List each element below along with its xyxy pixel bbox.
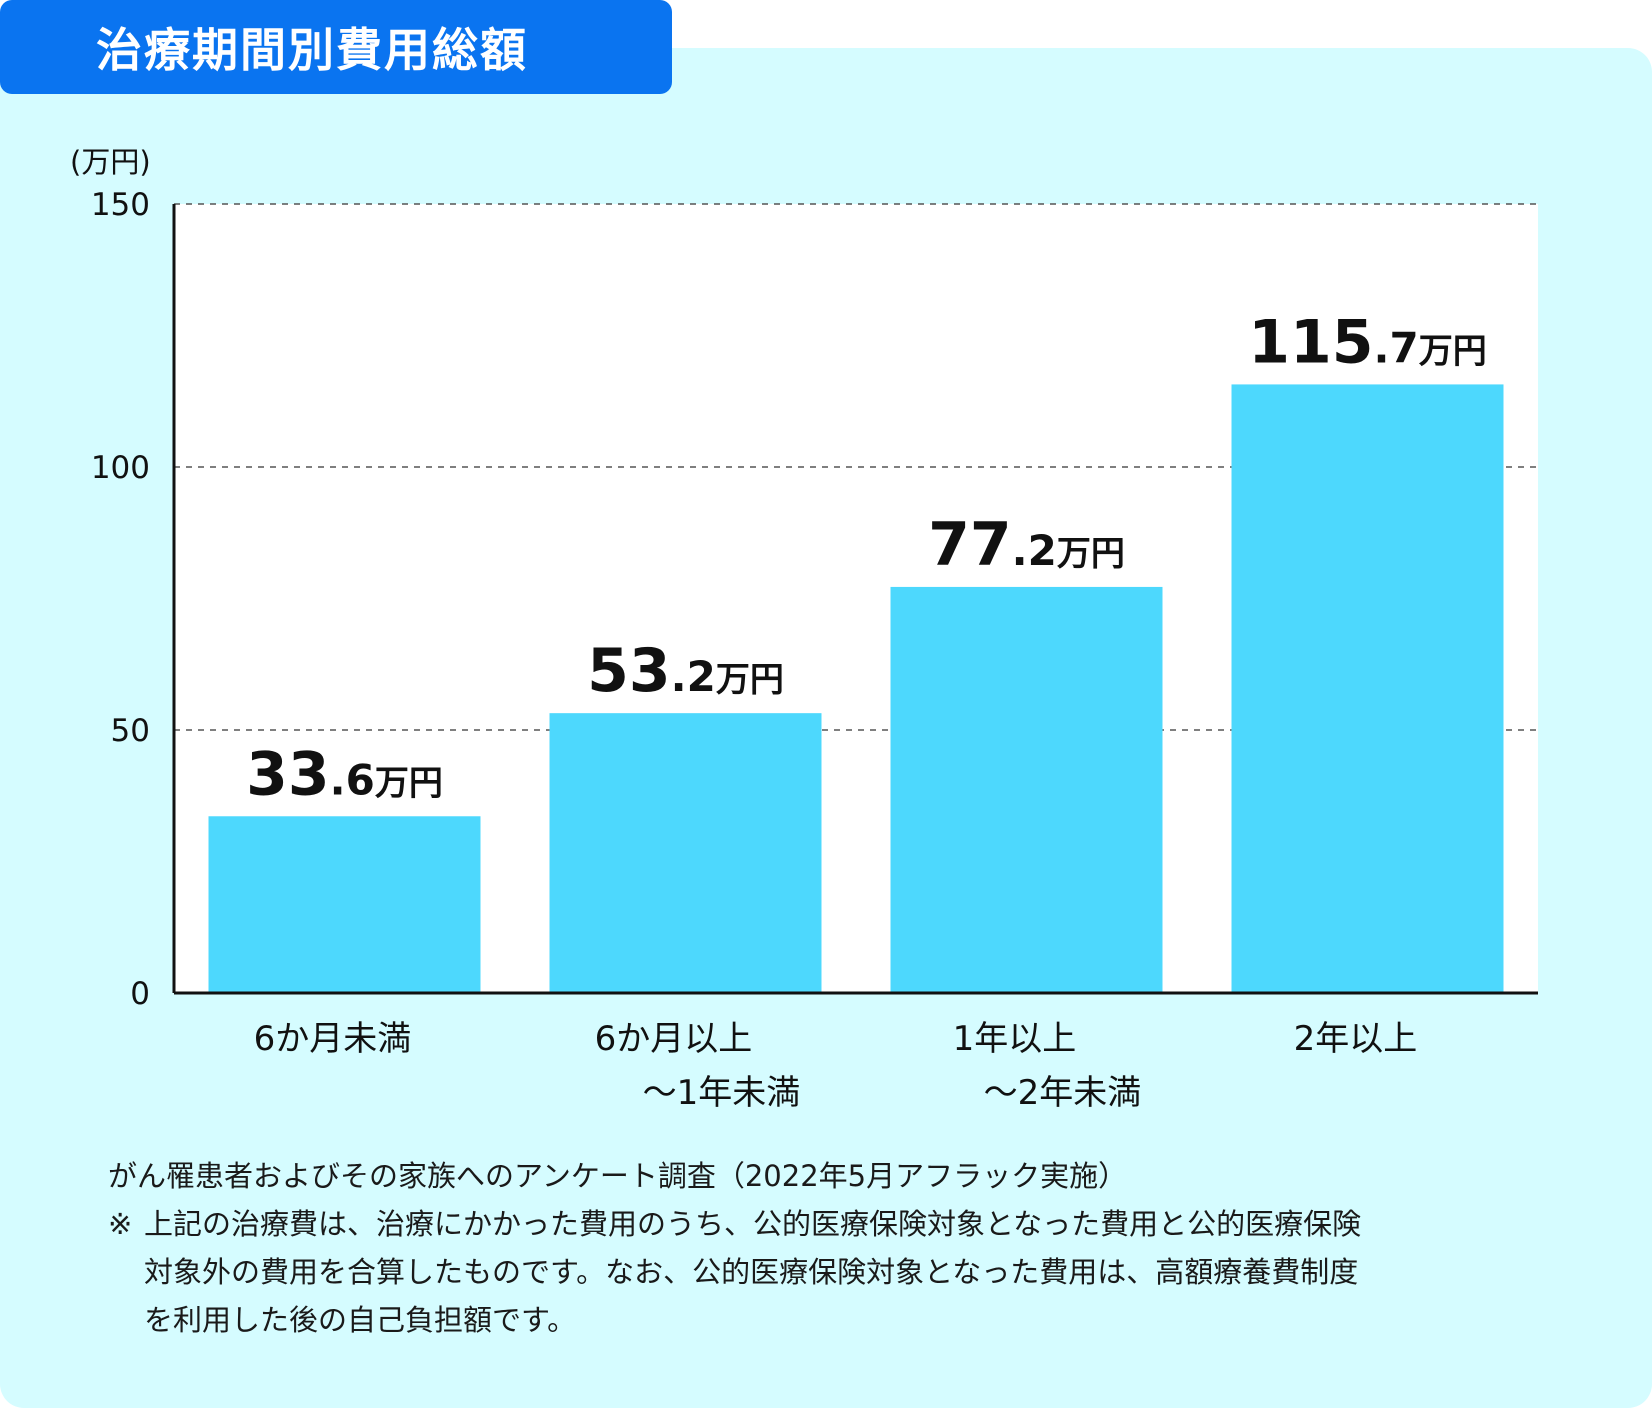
bar-chart: 0 50 100 150 (万円) 33.6万円 6か月未満 53.2万円 6か月以上 ～1年未満…	[70, 145, 1538, 1113]
footnote-line-3: を利用した後の自己負担額です。	[144, 1303, 577, 1337]
x-tick-label: ～2年未満	[984, 1073, 1142, 1113]
footnote-line-1: ※ 上記の治療費は、治療にかかった費用のうち、公的医療保険対象となった費用と公的医…	[108, 1200, 1558, 1248]
x-tick-label: 1年以上	[953, 1019, 1077, 1059]
y-tick-label: 0	[130, 976, 150, 1012]
y-axis-unit: (万円)	[70, 145, 151, 179]
x-tick-label: ～1年未満	[643, 1073, 801, 1113]
bar	[208, 816, 481, 993]
x-tick-label: 6か月以上	[595, 1019, 753, 1059]
title-tab: 治療期間別費用総額	[0, 0, 672, 94]
bar	[890, 586, 1163, 993]
x-tick-label: 2年以上	[1294, 1019, 1418, 1059]
data-label: 33.6万円	[246, 739, 443, 809]
footnote-line-2: 対象外の費用を合算したものです。なお、公的医療保険対象となった費用は、高額療養費…	[144, 1255, 1359, 1289]
source-note: がん罹患者およびその家族へのアンケート調査（2022年5月アフラック実施）	[108, 1159, 1128, 1193]
data-label: 77.2万円	[928, 510, 1125, 580]
data-label: 115.7万円	[1248, 307, 1486, 377]
y-tick-label: 50	[111, 713, 150, 749]
bar	[1231, 384, 1504, 994]
reference-mark: ※	[108, 1207, 133, 1241]
footnote-text-1: 上記の治療費は、治療にかかった費用のうち、公的医療保険対象となった費用と公的医療…	[144, 1207, 1362, 1241]
y-tick-label: 100	[91, 450, 150, 486]
data-label: 53.2万円	[587, 636, 784, 706]
bar	[549, 713, 822, 993]
footnotes: がん罹患者およびその家族へのアンケート調査（2022年5月アフラック実施） ※ 上…	[108, 1152, 1558, 1344]
x-tick-label: 6か月未満	[254, 1019, 412, 1059]
chart-title: 治療期間別費用総額	[96, 23, 528, 77]
y-tick-label: 150	[91, 187, 150, 223]
